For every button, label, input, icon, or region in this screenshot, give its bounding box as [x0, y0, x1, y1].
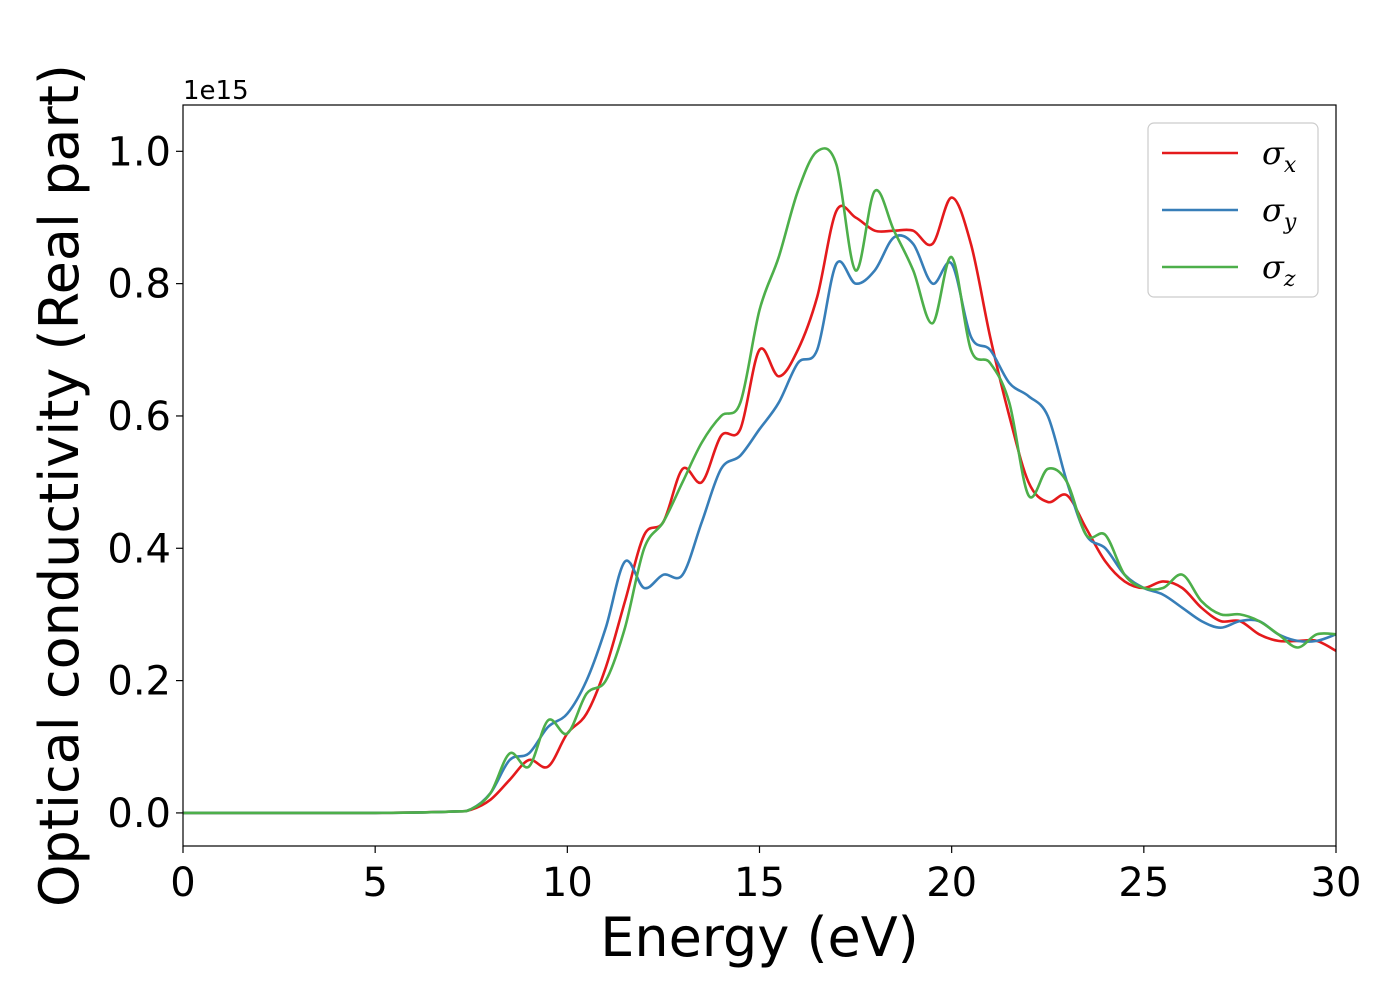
y-tick-label: 0.2	[107, 659, 171, 705]
series-layer	[182, 147, 1337, 815]
y-tick-label: 0.8	[107, 262, 171, 308]
x-tick-label: 20	[926, 860, 977, 906]
x-tick-label: 25	[1118, 860, 1169, 906]
y-axis-label: Optical conductivity (Real part)	[28, 64, 91, 907]
x-tick-label: 10	[542, 860, 593, 906]
x-tick-label: 30	[1311, 860, 1362, 906]
x-tick-label: 5	[362, 860, 387, 906]
legend: σx σy σz	[1147, 122, 1319, 298]
x-tick-label: 0	[170, 860, 195, 906]
legend-label-x: σx	[1262, 134, 1297, 178]
y-tick-label: 0.4	[107, 526, 171, 572]
y-tick-label: 1.0	[107, 129, 171, 175]
x-axis-ticks: 0 5 10 15 20 25 30	[170, 846, 1361, 906]
y-axis-offset-label: 1e15	[183, 76, 249, 106]
y-tick-label: 0.6	[107, 394, 171, 440]
x-tick-label: 15	[734, 860, 785, 906]
series-line-y	[182, 234, 1337, 815]
series-line-z	[182, 147, 1337, 815]
y-tick-label: 0.0	[107, 791, 171, 837]
legend-label-y: σy	[1262, 191, 1297, 235]
y-axis-ticks: 0.0 0.2 0.4 0.6 0.8 1.0	[107, 129, 183, 837]
legend-label-z: σz	[1262, 248, 1296, 292]
x-axis-label: Energy (eV)	[600, 906, 919, 969]
